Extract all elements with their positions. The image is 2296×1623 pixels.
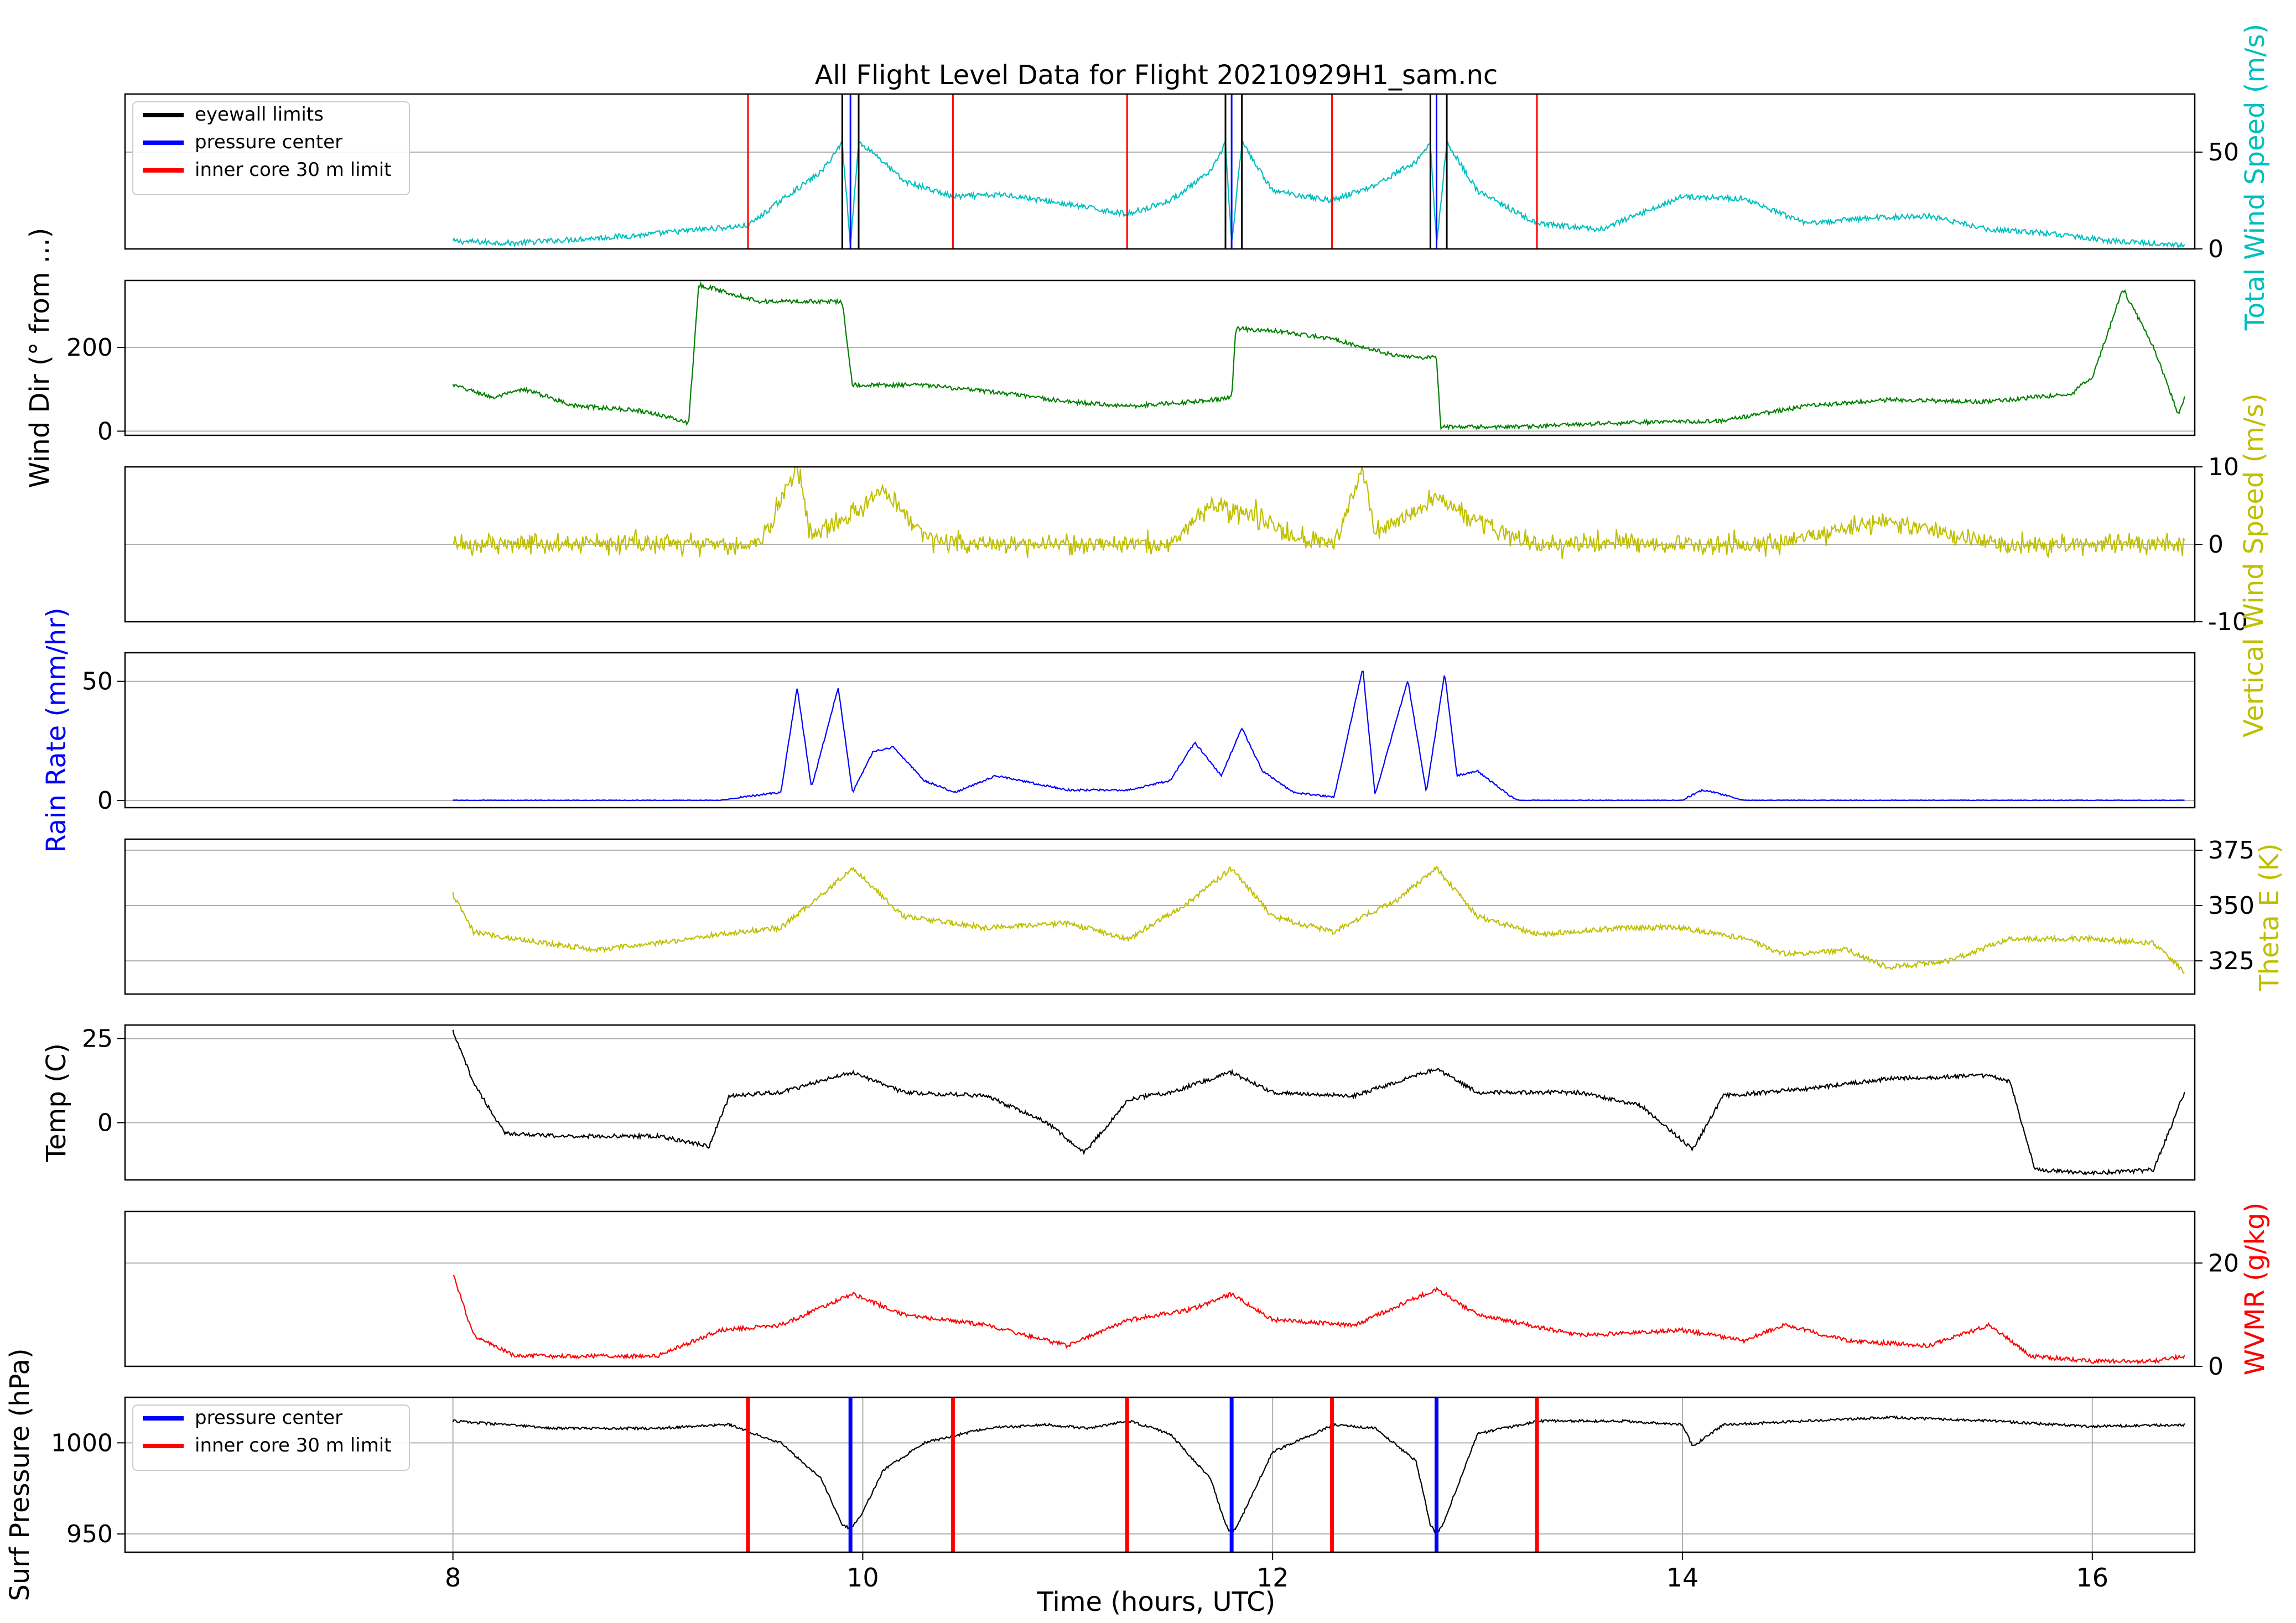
y-tick-label-vertical_wind: 10	[2208, 453, 2239, 481]
series-line-wind_speed	[452, 141, 2185, 249]
x-tick-label: 16	[2076, 1563, 2109, 1593]
series-line-vertical_wind	[453, 467, 2185, 559]
y-tick-label-rain_rate: 50	[82, 668, 113, 696]
panel-frame-theta_e	[124, 838, 2196, 995]
y-axis-label-temp: Temp (C)	[41, 1043, 72, 1162]
y-axis-label-rain_rate: Rain Rate (mm/hr)	[41, 607, 72, 852]
y-tick-label-wind_speed: 50	[2208, 138, 2239, 167]
y-tick-label-pressure: 950	[66, 1520, 113, 1548]
y-tick-label-wind_dir: 200	[66, 334, 113, 362]
x-tick-label: 14	[1666, 1563, 1699, 1593]
legend-box-wind_speed	[132, 101, 410, 195]
panel-wvmr: 0 20	[124, 1210, 2239, 1381]
y-axis-label-wvmr: WVMR (g/kg)	[2240, 1203, 2271, 1376]
panel-frame-pressure	[124, 1396, 2196, 1553]
legend-entry: pressure center	[195, 131, 342, 153]
y-tick-label-rain_rate: 0	[97, 787, 113, 815]
x-tick-label: 12	[1256, 1563, 1289, 1593]
panel-theta_e: 325 350 375	[124, 836, 2255, 995]
panel-pressure: 950 1000 pressure center inner core 30 m li…	[51, 1396, 2196, 1553]
legend-box-pressure	[132, 1404, 410, 1471]
y-axis-label-theta_e: Theta E (K)	[2254, 843, 2285, 991]
panel-vertical_wind: -10 0 10	[124, 453, 2248, 636]
panel-frame-wind_speed	[124, 93, 2196, 250]
y-tick-label-wvmr: 20	[2208, 1249, 2239, 1277]
y-tick-label-theta_e: 375	[2208, 836, 2255, 865]
y-axis-label-wind_speed: Total Wind Speed (m/s)	[2240, 24, 2271, 331]
y-tick-label-temp: 0	[97, 1109, 113, 1137]
y-tick-label-wvmr: 0	[2208, 1352, 2224, 1381]
legend-entry: pressure center	[195, 1407, 342, 1429]
legend-entry: inner core 30 m limit	[195, 1434, 392, 1456]
y-axis-label-wind_dir: Wind Dir (° from ...)	[24, 228, 55, 488]
series-line-rain_rate	[453, 670, 2185, 802]
panel-frame-temp	[124, 1024, 2196, 1181]
panel-wind_speed: 0 50 eyewall limits pressure center inner co…	[124, 93, 2239, 263]
y-tick-label-theta_e: 350	[2208, 892, 2255, 920]
panel-wind_dir: 0 200	[66, 279, 2196, 445]
x-tick-label: 10	[846, 1563, 879, 1593]
x-axis-label: Time (hours, UTC)	[1037, 1586, 1276, 1617]
panel-frame-wind_dir	[124, 279, 2196, 436]
legend-entry: inner core 30 m limit	[195, 159, 392, 181]
y-tick-label-vertical_wind: 0	[2208, 530, 2224, 559]
y-axis-label-pressure: Surf Pressure (hPa)	[4, 1348, 35, 1601]
figure-title: All Flight Level Data for Flight 2021092…	[815, 60, 1498, 91]
series-line-temp	[452, 1029, 2185, 1176]
legend-entry: eyewall limits	[195, 103, 324, 126]
y-tick-label-temp: 25	[82, 1024, 113, 1053]
y-tick-label-vertical_wind: -10	[2208, 608, 2248, 636]
y-tick-label-wind_speed: 0	[2208, 235, 2224, 263]
x-tick-label: 8	[445, 1563, 461, 1593]
panel-rain_rate: 0 50	[82, 652, 2196, 815]
y-axis-label-vertical_wind: Vertical Wind Speed (m/s)	[2238, 393, 2269, 737]
x-axis: 8 10 12 14 16	[445, 1552, 2108, 1593]
y-tick-label-theta_e: 325	[2208, 947, 2255, 975]
panel-frame-rain_rate	[124, 652, 2196, 809]
panel-frame-wvmr	[124, 1210, 2196, 1367]
series-line-wind_dir	[452, 281, 2185, 431]
panel-frame-vertical_wind	[124, 466, 2196, 623]
series-line-pressure	[452, 1415, 2185, 1536]
panels-group: 0 50 eyewall limits pressure center inner co…	[4, 24, 2285, 1601]
y-tick-label-pressure: 1000	[51, 1429, 113, 1457]
series-line-wvmr	[453, 1275, 2185, 1365]
y-tick-label-wind_dir: 0	[97, 417, 113, 445]
series-line-theta_e	[452, 866, 2185, 974]
panel-temp: 0 25	[82, 1024, 2196, 1181]
